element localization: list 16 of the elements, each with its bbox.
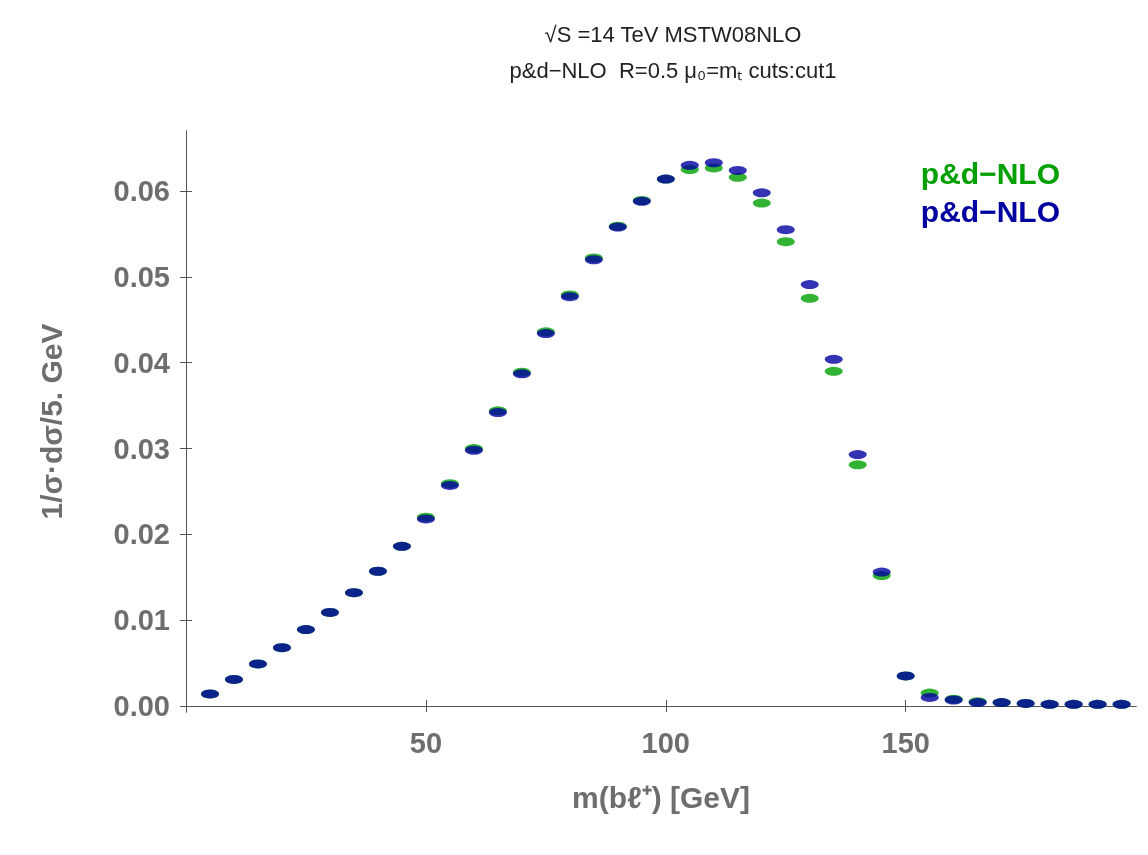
- y-tick-label: 0.02: [113, 518, 170, 551]
- y-tick-label: 0.04: [113, 346, 170, 379]
- y-tick-label: 0.06: [113, 175, 170, 208]
- x-tick-label: 50: [409, 726, 443, 759]
- x-tick-label: 150: [881, 726, 930, 759]
- text: p&d−NLO: [920, 194, 1061, 228]
- x-tick-label: 100: [641, 726, 690, 759]
- chart-title: √S =14 TeV MSTW08NLO: [544, 21, 802, 47]
- y-tick-label: 0.03: [113, 432, 170, 465]
- y-axis-title: 1/σ·dσ/5. GeV: [34, 323, 68, 520]
- y-tick-label: 0.05: [113, 260, 170, 293]
- chart-subtitle: p&d−NLO R=0.5 μ₀=mₜ cuts:cut1: [509, 57, 837, 83]
- x-axis-title: m(bℓ⁺) [GeV]: [572, 780, 750, 814]
- text: p&d−NLO: [920, 156, 1061, 190]
- y-tick-label: 0.00: [113, 689, 170, 722]
- y-tick-label: 0.01: [113, 604, 170, 637]
